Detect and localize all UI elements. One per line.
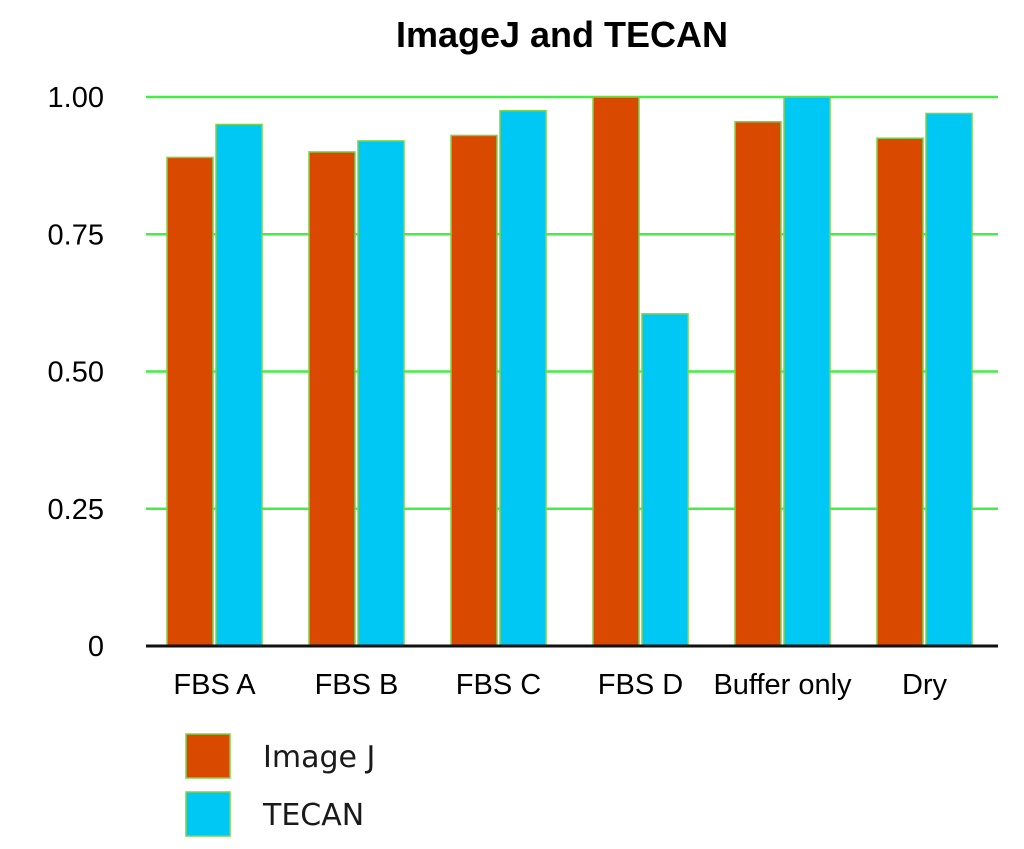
- legend: Image J TECAN: [185, 733, 375, 837]
- y-tick-label: 0.50: [48, 357, 104, 389]
- bar-image-j: [450, 134, 498, 647]
- bar-tecan: [357, 140, 405, 647]
- legend-swatch: [185, 791, 231, 837]
- bar-image-j: [166, 156, 214, 647]
- bars: [166, 96, 973, 647]
- chart-title: ImageJ and TECAN: [396, 14, 728, 55]
- legend-label: TECAN: [262, 798, 364, 833]
- x-tick-label: FBS C: [456, 669, 541, 701]
- x-axis-tick-labels: FBS A FBS B FBS C FBS D Buffer only Dry: [173, 669, 947, 701]
- bar-tecan: [215, 123, 263, 647]
- bar-tecan: [499, 109, 547, 647]
- bar-image-j: [734, 120, 782, 647]
- bar-tecan: [925, 112, 973, 647]
- x-tick-label: FBS A: [173, 669, 256, 701]
- bar-image-j: [592, 96, 640, 647]
- y-tick-label: 0: [88, 631, 104, 663]
- gridlines: [146, 95, 998, 510]
- y-tick-label: 1.00: [48, 82, 104, 114]
- x-tick-label: Dry: [902, 669, 948, 701]
- x-tick-label: FBS D: [598, 669, 683, 701]
- bar-image-j: [876, 137, 924, 647]
- x-tick-label: Buffer only: [713, 669, 852, 701]
- bar-tecan: [783, 96, 831, 647]
- legend-swatch: [185, 733, 231, 779]
- legend-label: Image J: [263, 740, 375, 775]
- y-tick-label: 0.25: [48, 494, 104, 526]
- x-tick-label: FBS B: [315, 669, 399, 701]
- bar-image-j: [308, 151, 356, 647]
- bar-tecan: [641, 313, 689, 647]
- y-tick-label: 0.75: [48, 219, 104, 251]
- y-axis-tick-labels: 0 0.25 0.50 0.75 1.00: [48, 82, 104, 663]
